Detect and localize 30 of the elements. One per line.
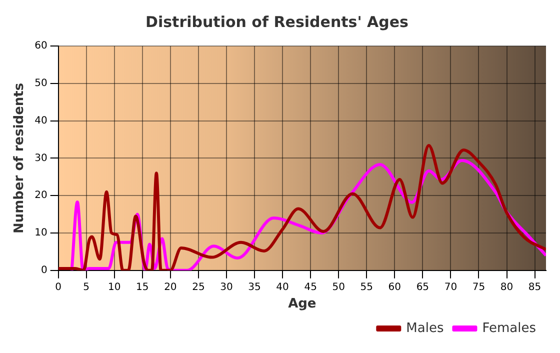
y-tick-label: 10: [34, 228, 48, 239]
x-tick-label: 60: [388, 282, 402, 293]
x-axis-title: Age: [288, 296, 316, 312]
legend-label: Males: [406, 320, 444, 336]
x-tick-label: 25: [192, 282, 205, 293]
x-tick-label: 75: [472, 282, 486, 293]
y-tick-label: 30: [34, 152, 48, 164]
x-tick-label: 15: [136, 282, 149, 293]
x-tick-label: 85: [528, 282, 542, 293]
y-axis-title: Number of residents: [12, 82, 28, 234]
y-tick-label: 20: [34, 190, 48, 202]
x-tick-label: 65: [416, 282, 430, 293]
chart-title: Distribution of Residents' Ages: [146, 12, 409, 31]
y-tick-label: 40: [34, 115, 48, 126]
y-tick-label: 60: [34, 40, 48, 52]
x-tick-label: 45: [304, 282, 317, 293]
x-tick-label: 0: [55, 282, 62, 293]
x-tick-label: 50: [332, 282, 345, 293]
y-tick-label: 0: [40, 264, 48, 276]
legend-label: Females: [482, 320, 536, 336]
x-tick-label: 5: [83, 282, 90, 293]
x-tick-label: 55: [360, 282, 373, 293]
x-tick-label: 10: [108, 282, 121, 293]
x-tick-label: 70: [444, 282, 458, 293]
x-tick-label: 80: [500, 282, 514, 293]
x-tick-label: 35: [248, 282, 261, 293]
y-tick-label: 50: [34, 78, 48, 89]
x-tick-label: 30: [220, 282, 233, 293]
x-tick-label: 40: [276, 282, 289, 293]
x-tick-label: 20: [164, 282, 177, 293]
